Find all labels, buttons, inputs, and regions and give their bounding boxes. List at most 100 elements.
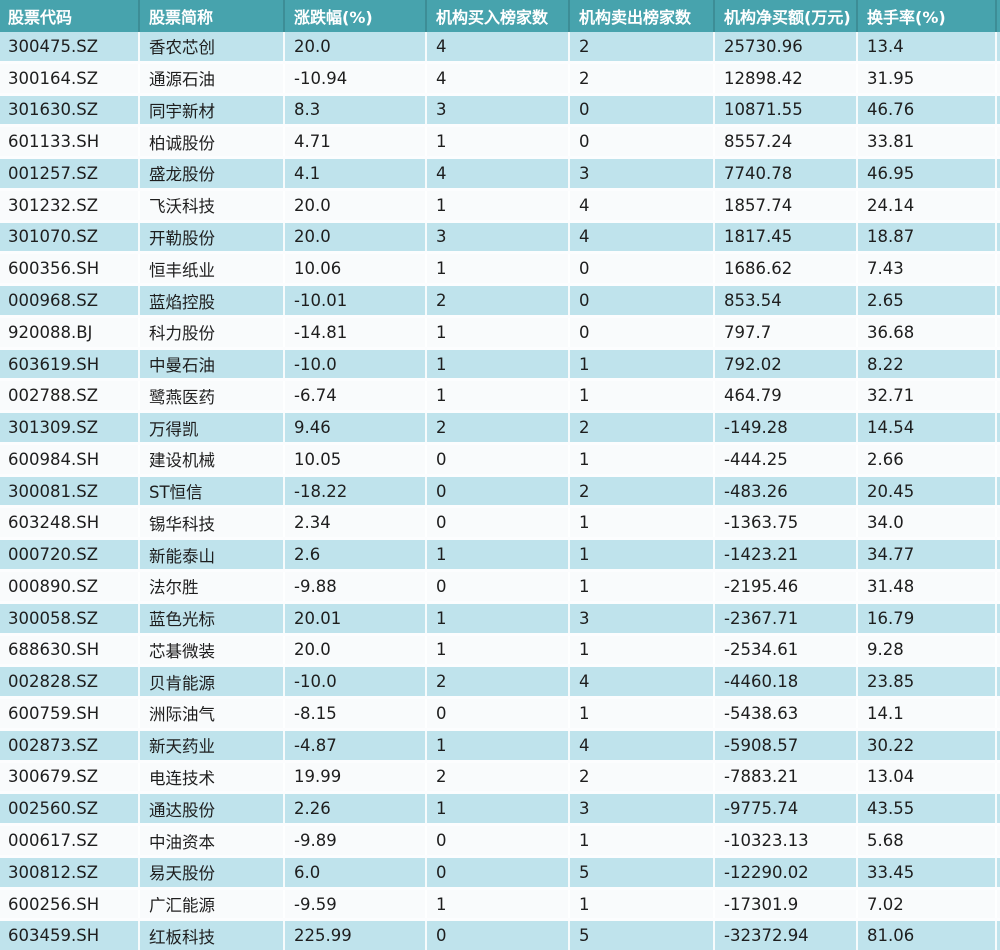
cell-sell-count: 2 bbox=[568, 762, 713, 792]
cell-change: 225.99 bbox=[283, 921, 425, 950]
cell-code: 002828.SZ bbox=[8, 672, 99, 692]
table-row: 301232.SZ 飞沃科技 20.0 1 4 1857.74 24.14 bbox=[0, 190, 1000, 223]
cell-sell-count: 1 bbox=[568, 444, 713, 474]
cell-change: 20.0 bbox=[283, 190, 425, 220]
cell-change: 6.0 bbox=[283, 857, 425, 887]
row-right-gutter bbox=[995, 476, 1000, 506]
cell-turnover: 23.85 bbox=[856, 667, 995, 697]
cell-sell-count: 4 bbox=[568, 190, 713, 220]
cell-sell-count: 4 bbox=[568, 730, 713, 760]
table-row: 600256.SH 广汇能源 -9.59 1 1 -17301.9 7.02 bbox=[0, 889, 1000, 922]
row-right-gutter bbox=[995, 190, 1000, 220]
cell-buy-count: 1 bbox=[425, 317, 568, 347]
cell-buy-count: 1 bbox=[425, 603, 568, 633]
cell-change: 2.26 bbox=[283, 794, 425, 824]
cell-turnover: 13.04 bbox=[856, 762, 995, 792]
cell-buy-count: 2 bbox=[425, 286, 568, 315]
cell-name: 科力股份 bbox=[138, 317, 283, 347]
cell-net-buy: 1857.74 bbox=[713, 190, 856, 220]
cell-net-buy: -5438.63 bbox=[713, 699, 856, 728]
row-right-gutter bbox=[995, 349, 1000, 379]
cell-name: 通达股份 bbox=[138, 794, 283, 824]
table-row: 603459.SH 红板科技 225.99 0 5 -32372.94 81.06 bbox=[0, 921, 1000, 950]
row-right-gutter bbox=[995, 413, 1000, 442]
cell-net-buy: 853.54 bbox=[713, 286, 856, 315]
cell-code: 301630.SZ bbox=[8, 100, 99, 120]
cell-net-buy: -7883.21 bbox=[713, 762, 856, 792]
column-header-code: 股票代码 bbox=[8, 8, 73, 27]
column-header-buy-count: 机构买入榜家数 bbox=[425, 0, 568, 32]
cell-net-buy: 8557.24 bbox=[713, 127, 856, 157]
cell-net-buy: -4460.18 bbox=[713, 667, 856, 697]
cell-code: 001257.SZ bbox=[8, 163, 99, 183]
cell-turnover: 9.28 bbox=[856, 635, 995, 665]
cell-change: 20.0 bbox=[283, 32, 425, 61]
cell-buy-count: 0 bbox=[425, 444, 568, 474]
table-row: 000968.SZ 蓝焰控股 -10.01 2 0 853.54 2.65 bbox=[0, 286, 1000, 318]
table-row: 002873.SZ 新天药业 -4.87 1 4 -5908.57 30.22 bbox=[0, 730, 1000, 763]
row-right-gutter bbox=[995, 635, 1000, 665]
table-row: 300058.SZ 蓝色光标 20.01 1 3 -2367.71 16.79 bbox=[0, 603, 1000, 636]
cell-buy-count: 0 bbox=[425, 572, 568, 601]
table-row: 002560.SZ 通达股份 2.26 1 3 -9775.74 43.55 bbox=[0, 794, 1000, 827]
cell-net-buy: 464.79 bbox=[713, 381, 856, 411]
cell-name: 新天药业 bbox=[138, 730, 283, 760]
cell-sell-count: 5 bbox=[568, 857, 713, 887]
cell-net-buy: 10871.55 bbox=[713, 95, 856, 125]
cell-buy-count: 1 bbox=[425, 794, 568, 824]
row-right-gutter bbox=[995, 730, 1000, 760]
cell-name: 洲际油气 bbox=[138, 699, 283, 728]
cell-name: 中曼石油 bbox=[138, 349, 283, 379]
cell-turnover: 31.95 bbox=[856, 63, 995, 93]
cell-name: 蓝焰控股 bbox=[138, 286, 283, 315]
column-header-sell-count: 机构卖出榜家数 bbox=[568, 0, 713, 32]
row-right-gutter bbox=[995, 921, 1000, 950]
cell-code: 300475.SZ bbox=[8, 36, 99, 56]
row-right-gutter bbox=[995, 699, 1000, 728]
cell-turnover: 16.79 bbox=[856, 603, 995, 633]
row-right-gutter bbox=[995, 603, 1000, 633]
cell-sell-count: 1 bbox=[568, 508, 713, 538]
cell-net-buy: -1363.75 bbox=[713, 508, 856, 538]
cell-buy-count: 3 bbox=[425, 95, 568, 125]
cell-turnover: 13.4 bbox=[856, 32, 995, 61]
cell-name: 建设机械 bbox=[138, 444, 283, 474]
row-right-gutter bbox=[995, 286, 1000, 315]
cell-change: 10.05 bbox=[283, 444, 425, 474]
cell-net-buy: 7740.78 bbox=[713, 159, 856, 188]
row-right-gutter bbox=[995, 95, 1000, 125]
cell-name: 芯碁微装 bbox=[138, 635, 283, 665]
cell-buy-count: 1 bbox=[425, 730, 568, 760]
cell-sell-count: 1 bbox=[568, 699, 713, 728]
cell-turnover: 14.1 bbox=[856, 699, 995, 728]
cell-net-buy: -444.25 bbox=[713, 444, 856, 474]
cell-buy-count: 1 bbox=[425, 127, 568, 157]
cell-name: 同宇新材 bbox=[138, 95, 283, 125]
table-row: 301309.SZ 万得凯 9.46 2 2 -149.28 14.54 bbox=[0, 413, 1000, 445]
cell-code: 000968.SZ bbox=[8, 291, 99, 310]
cell-buy-count: 0 bbox=[425, 508, 568, 538]
cell-buy-count: 0 bbox=[425, 857, 568, 887]
table-row: 300081.SZ ST恒信 -18.22 0 2 -483.26 20.45 bbox=[0, 476, 1000, 509]
table-row: 600759.SH 洲际油气 -8.15 0 1 -5438.63 14.1 bbox=[0, 699, 1000, 731]
header-right-gutter bbox=[995, 0, 1000, 32]
table-row: 688630.SH 芯碁微装 20.0 1 1 -2534.61 9.28 bbox=[0, 635, 1000, 668]
cell-name: 鹭燕医药 bbox=[138, 381, 283, 411]
cell-change: -4.87 bbox=[283, 730, 425, 760]
cell-turnover: 7.02 bbox=[856, 889, 995, 919]
cell-sell-count: 3 bbox=[568, 603, 713, 633]
cell-name: 柏诚股份 bbox=[138, 127, 283, 157]
row-right-gutter bbox=[995, 317, 1000, 347]
cell-sell-count: 3 bbox=[568, 159, 713, 188]
cell-net-buy: -1423.21 bbox=[713, 540, 856, 570]
cell-change: 20.0 bbox=[283, 222, 425, 252]
cell-name: 香农芯创 bbox=[138, 32, 283, 61]
cell-name: 蓝色光标 bbox=[138, 603, 283, 633]
cell-buy-count: 1 bbox=[425, 889, 568, 919]
cell-sell-count: 4 bbox=[568, 667, 713, 697]
cell-net-buy: 12898.42 bbox=[713, 63, 856, 93]
cell-code: 002560.SZ bbox=[8, 799, 99, 819]
cell-change: 2.6 bbox=[283, 540, 425, 570]
cell-sell-count: 1 bbox=[568, 826, 713, 855]
